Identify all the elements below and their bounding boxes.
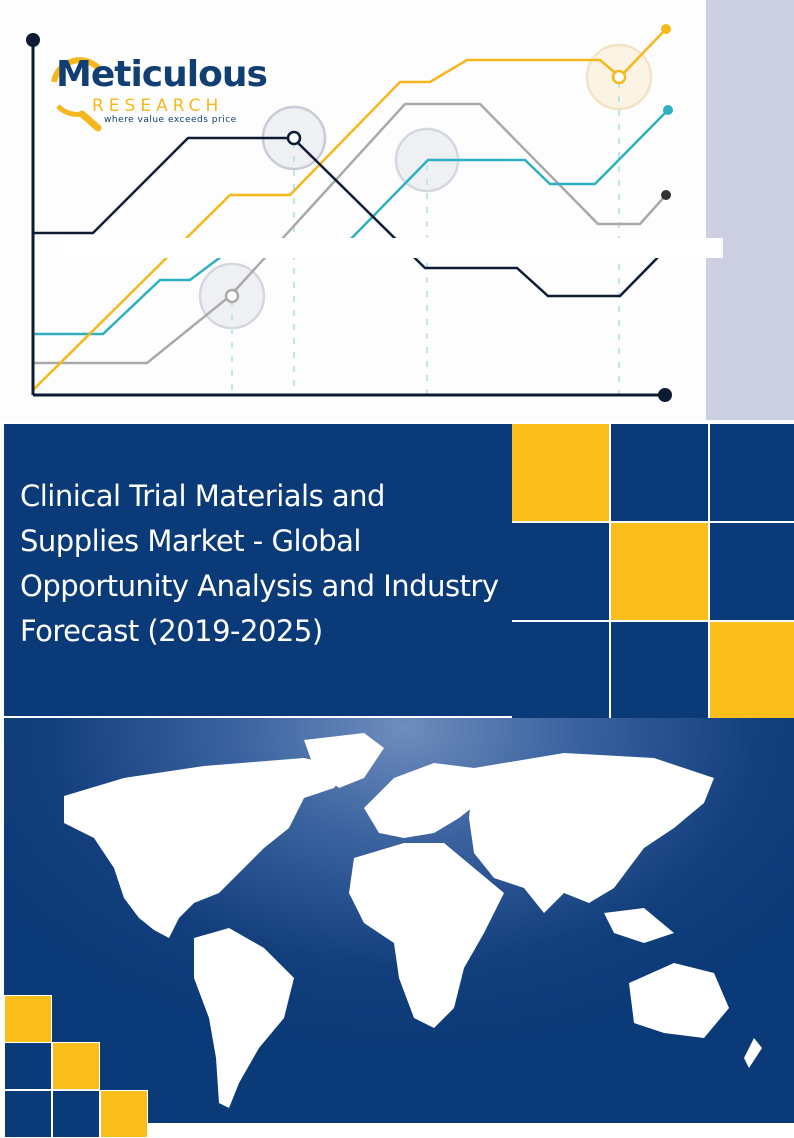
cover-illustration	[0, 0, 794, 420]
logo-sub: RESEARCH	[92, 96, 224, 116]
logo-name: Meticulous	[56, 54, 268, 95]
new-zealand	[744, 1038, 762, 1068]
south-america	[194, 928, 294, 1108]
side-panel	[706, 0, 794, 420]
series-line-yellow	[32, 28, 667, 391]
africa	[349, 843, 504, 1028]
logo-tagline: where value exceeds price	[104, 115, 237, 125]
north-america	[64, 758, 349, 938]
white-band	[65, 238, 723, 258]
australia	[629, 963, 729, 1038]
decorative-grid	[512, 424, 794, 720]
report-title: Clinical Trial Materials and Supplies Ma…	[20, 479, 499, 648]
world-map-graphic	[64, 733, 762, 1108]
southeast-asia	[604, 908, 674, 943]
world-map	[4, 718, 794, 1123]
greenland	[304, 733, 384, 788]
asia	[469, 753, 714, 913]
europe	[364, 763, 484, 838]
title-band: Clinical Trial Materials and Supplies Ma…	[4, 424, 512, 716]
magnifier-icon	[51, 57, 103, 132]
series-line-teal	[33, 109, 669, 336]
series-line-dark	[33, 136, 666, 298]
logo: Meticulous RESEARCH where value exceeds …	[42, 52, 268, 132]
series-line-gray	[33, 102, 667, 365]
